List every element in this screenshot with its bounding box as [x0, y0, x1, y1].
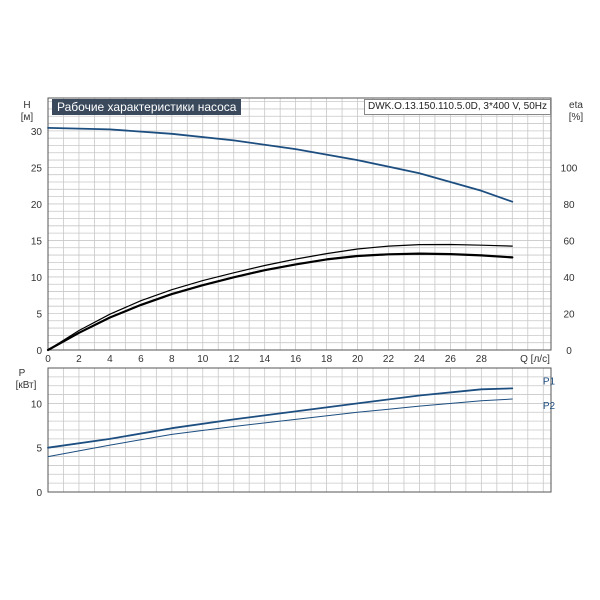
- x-tick-label: 18: [321, 354, 333, 365]
- plot-frame-bottom: [47, 367, 552, 493]
- x-tick-label: 26: [445, 354, 457, 365]
- x-tick-label: 12: [228, 354, 240, 365]
- x-tick-label: 24: [414, 354, 426, 365]
- y-axis-unit-label: [м]: [21, 112, 34, 123]
- x-tick-label: 14: [259, 354, 271, 365]
- power-y-tick-label: 0: [36, 488, 42, 499]
- efficiency-curve-upper: [47, 243, 513, 351]
- x-tick-label: 2: [76, 354, 82, 365]
- x-tick-label: 28: [476, 354, 488, 365]
- y2-tick-label: 100: [561, 163, 578, 174]
- head-curve: [47, 127, 514, 203]
- y2-tick-label: 40: [563, 273, 575, 284]
- y-tick-label: 0: [36, 346, 42, 357]
- x-tick-label: 0: [45, 354, 51, 365]
- power-curve-p1: [47, 387, 514, 449]
- y-tick-label: 15: [31, 236, 43, 247]
- plot-frame-top: [47, 97, 552, 351]
- y-tick-label: 25: [31, 163, 43, 174]
- power-y-tick-label: 10: [31, 399, 43, 410]
- efficiency-curve-lower: [46, 252, 514, 352]
- x-tick-label: 16: [290, 354, 302, 365]
- x-tick-label: 10: [197, 354, 209, 365]
- y-tick-label: 10: [31, 273, 43, 284]
- x-tick-label: 22: [383, 354, 395, 365]
- model-label: DWK.O.13.150.110.5.0D, 3*400 V, 50Hz: [364, 99, 551, 115]
- chart-title: Рабочие характеристики насоса: [52, 99, 242, 115]
- y2-axis-unit-label: [%]: [569, 112, 584, 123]
- power-y-axis-unit-label: [кВт]: [16, 380, 37, 391]
- x-tick-label: 6: [138, 354, 144, 365]
- y-axis-label: H: [23, 100, 30, 111]
- x-tick-label: 8: [169, 354, 175, 365]
- x-axis-label: Q [л/с]: [520, 354, 550, 365]
- y2-tick-label: 20: [563, 309, 575, 320]
- power-y-tick-label: 5: [36, 444, 42, 455]
- x-tick-label: 20: [352, 354, 364, 365]
- power-y-axis-label: P: [19, 368, 26, 379]
- y2-tick-label: 60: [563, 236, 575, 247]
- legend-label-p2: P2: [543, 401, 556, 412]
- power-curve-p2: [47, 398, 513, 458]
- y2-tick-label: 0: [566, 346, 572, 357]
- y2-axis-label: eta: [569, 100, 583, 111]
- y2-tick-label: 80: [563, 200, 575, 211]
- y-tick-label: 5: [36, 309, 42, 320]
- legend-label-p1: P1: [543, 376, 556, 387]
- x-tick-label: 4: [107, 354, 113, 365]
- y-tick-label: 20: [31, 200, 43, 211]
- y-tick-label: 30: [31, 127, 43, 138]
